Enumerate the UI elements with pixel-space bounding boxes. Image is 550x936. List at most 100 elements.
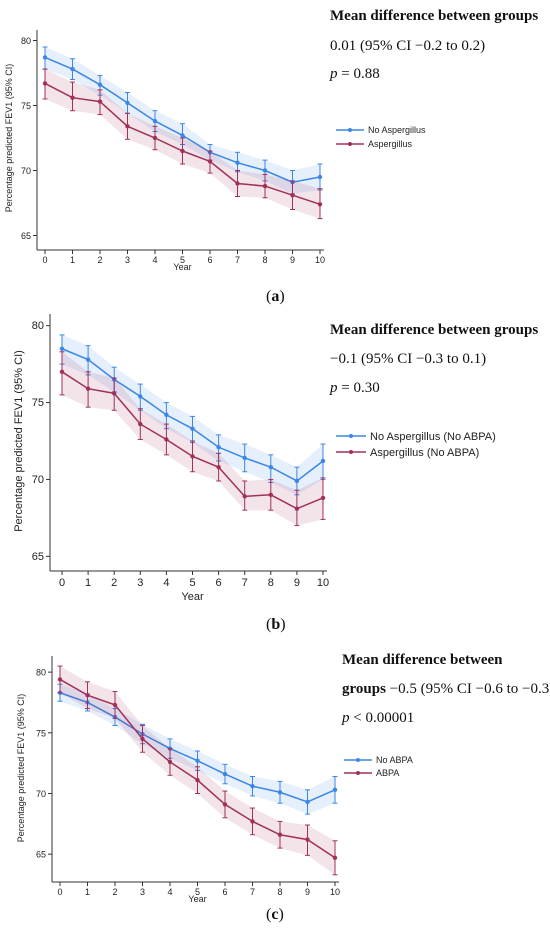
data-point [222, 802, 228, 807]
ci-band [62, 334, 323, 495]
x-tick-label: 7 [242, 577, 248, 589]
data-point [190, 454, 195, 459]
y-tick-label: 70 [21, 166, 31, 176]
y-axis-title: Percentage predicted FEV1 (95% CI) [13, 350, 25, 532]
caption-a: (a) [266, 288, 285, 305]
legend-label: Aspergillus (No ABPA) [370, 447, 479, 459]
data-point [97, 99, 103, 104]
y-tick-label: 65 [36, 850, 46, 860]
data-point [216, 464, 221, 470]
data-point [195, 777, 200, 783]
panel-a: 65 70 75 80 0 1 2 3 4 5 6 7 8 9 10 Year Percentage predi… [0, 0, 550, 312]
data-point [277, 790, 283, 795]
legend-label: No Aspergillus (No ABPA) [370, 431, 496, 443]
data-point [138, 421, 143, 427]
data-point [290, 193, 295, 198]
data-point [59, 346, 65, 351]
y-tick-label: 70 [32, 474, 44, 486]
x-tick-label: 10 [330, 887, 340, 897]
p-text-a: = 0.88 [337, 66, 380, 82]
data-point [222, 771, 228, 777]
x-tick-label: 2 [112, 887, 117, 897]
legend-label: No Aspergillus [368, 125, 426, 135]
y-tick-label: 80 [36, 668, 46, 678]
x-tick-label: 10 [317, 577, 329, 589]
chart-b: 65 70 75 80 0 1 2 3 4 5 6 7 8 9 10 Year Percentage predi… [13, 314, 496, 603]
data-point [85, 386, 91, 391]
y-tick-label: 75 [21, 101, 31, 111]
legend-marker [348, 142, 352, 146]
x-tick-label: 6 [222, 887, 227, 897]
x-tick-label: 9 [290, 255, 295, 265]
mean-diff-heading-a: Mean difference between groups [330, 8, 539, 24]
data-point [294, 506, 300, 511]
data-point [112, 702, 118, 708]
p-value-b: p = 0.30 [330, 378, 380, 398]
data-point [164, 437, 169, 442]
data-point [320, 495, 326, 501]
panel-b: 65 70 75 80 0 1 2 3 4 5 6 7 8 9 10 Year Percentage predi… [0, 312, 550, 642]
mean-diff-heading-b: Mean difference between groups [330, 322, 539, 338]
data-point [112, 391, 117, 396]
x-tick-label: 1 [85, 887, 90, 897]
data-point [242, 455, 247, 461]
data-point [97, 82, 103, 87]
y-tick-label: 80 [32, 320, 44, 332]
ci-band [62, 351, 323, 526]
caption-c: (c) [266, 906, 284, 923]
data-point [332, 855, 338, 860]
panel-c: 65 70 75 80 0 1 2 3 4 5 6 7 8 9 10 Year Percentage predi… [0, 642, 550, 936]
data-point [70, 95, 75, 100]
y-tick-label: 75 [32, 397, 44, 409]
data-point [250, 784, 255, 789]
mean-diff-value-a: 0.01 (95% CI −0.2 to 0.2) [330, 38, 486, 54]
data-point [152, 118, 158, 124]
data-point [277, 832, 283, 837]
data-point [59, 369, 65, 375]
data-point [190, 426, 195, 431]
p-text-b: = 0.30 [337, 380, 380, 396]
data-point [332, 787, 338, 793]
mean-diff-groups-c: groups [342, 681, 386, 697]
mean-diff-value-b: −0.1 (95% CI −0.3 to 0.1) [330, 351, 487, 367]
data-point [235, 160, 240, 165]
legend-label: No ABPA [376, 755, 413, 765]
x-tick-label: 0 [42, 255, 47, 265]
y-tick-label: 80 [21, 36, 31, 46]
data-point [317, 174, 323, 180]
x-axis-title: Year [188, 894, 206, 904]
data-point [180, 133, 185, 138]
mean-diff-heading-c: Mean difference between [342, 652, 503, 668]
p-value-c: p < 0.00001 [342, 708, 414, 728]
ci-band [45, 47, 320, 194]
x-tick-label: 6 [207, 255, 212, 265]
data-point [57, 677, 63, 682]
x-tick-label: 7 [235, 255, 240, 265]
x-tick-label: 5 [195, 887, 200, 897]
x-tick-label: 0 [59, 577, 65, 589]
data-point [180, 148, 185, 154]
y-tick-label: 65 [21, 231, 31, 241]
x-tick-label: 5 [180, 255, 185, 265]
legend-marker [349, 450, 353, 454]
x-tick-label: 7 [250, 887, 255, 897]
chart-a: 65 70 75 80 0 1 2 3 4 5 6 7 8 9 10 Year Percentage predi… [4, 30, 426, 272]
data-point [42, 55, 48, 60]
legend-marker [349, 434, 353, 438]
x-tick-label: 6 [216, 577, 222, 589]
x-tick-label: 2 [97, 255, 102, 265]
data-point [262, 183, 268, 189]
data-point [140, 736, 145, 742]
data-point [125, 100, 130, 106]
x-tick-label: 1 [70, 255, 75, 265]
data-point [305, 837, 310, 842]
x-tick-label: 5 [189, 577, 195, 589]
x-tick-label: 10 [315, 255, 325, 265]
ci-band [60, 684, 335, 815]
x-tick-label: 1 [85, 577, 91, 589]
chart-c: 65 70 75 80 0 1 2 3 4 5 6 7 8 9 10 Year Percentage predi… [16, 656, 413, 904]
data-point [152, 135, 158, 141]
p-text-c: < 0.00001 [349, 710, 415, 726]
data-point [235, 181, 240, 186]
p-symbol-a: p [330, 66, 338, 82]
